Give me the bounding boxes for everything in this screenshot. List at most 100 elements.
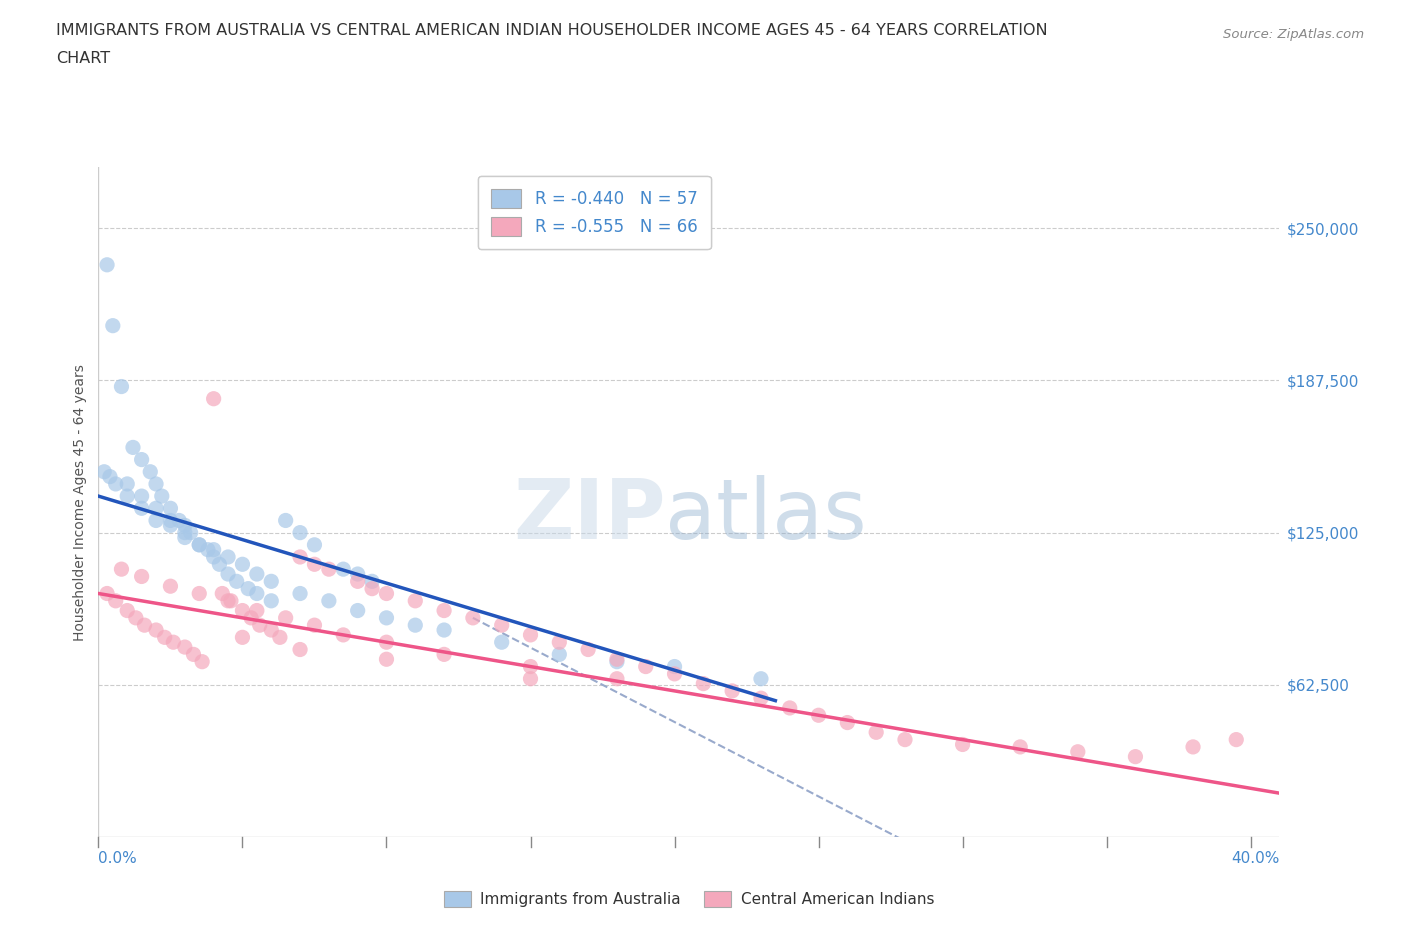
Point [231,630,253,644]
Point [491,618,513,632]
Point [260,593,283,608]
Point [606,671,628,686]
Point [246,566,269,581]
Point [93,464,115,479]
Point [375,652,398,667]
Point [260,574,283,589]
Point [246,604,269,618]
Text: IMMIGRANTS FROM AUSTRALIA VS CENTRAL AMERICAN INDIAN HOUSEHOLDER INCOME AGES 45 : IMMIGRANTS FROM AUSTRALIA VS CENTRAL AME… [56,23,1047,38]
Point [231,604,253,618]
Point [837,715,859,730]
Point [208,557,231,572]
Y-axis label: Householder Income Ages 45 - 64 years: Householder Income Ages 45 - 64 years [73,364,87,641]
Point [188,586,211,601]
Point [115,476,138,491]
Point [274,513,297,528]
Point [159,578,181,593]
Point [346,574,368,589]
Point [96,258,118,272]
Point [249,618,271,632]
Point [749,671,772,686]
Point [145,622,167,637]
Point [865,724,887,739]
Point [110,562,132,577]
Point [96,586,118,601]
Point [692,676,714,691]
Point [217,550,239,565]
Text: Source: ZipAtlas.com: Source: ZipAtlas.com [1223,28,1364,41]
Point [131,569,153,584]
Point [288,642,311,657]
Point [217,593,239,608]
Point [375,586,398,601]
Point [188,538,211,552]
Point [519,659,541,674]
Point [404,593,426,608]
Point [1067,744,1090,759]
Point [217,566,239,581]
Point [225,574,247,589]
Point [131,488,153,503]
Point [433,622,456,637]
Point [159,513,181,528]
Point [318,593,340,608]
Point [375,610,398,625]
Point [197,542,219,557]
Point [304,557,326,572]
Point [173,640,195,655]
Point [145,501,167,516]
Point [131,452,153,467]
Point [104,593,127,608]
Point [173,525,195,540]
Point [548,635,571,650]
Point [361,574,384,589]
Point [519,628,541,643]
Point [332,562,354,577]
Point [139,464,162,479]
Point [131,501,153,516]
Point [202,392,225,406]
Point [173,530,195,545]
Point [491,635,513,650]
Point [167,513,190,528]
Point [461,610,484,625]
Point [122,440,145,455]
Point [238,581,260,596]
Point [952,737,974,752]
Point [145,476,167,491]
Point [115,604,138,618]
Point [304,618,326,632]
Point [191,654,214,669]
Point [664,667,686,682]
Point [779,700,801,715]
Point [159,501,181,516]
Point [125,610,148,625]
Point [260,622,283,637]
Point [246,586,269,601]
Point [134,618,156,632]
Point [145,513,167,528]
Text: atlas: atlas [665,475,868,556]
Point [346,566,368,581]
Point [361,581,384,596]
Point [288,525,311,540]
Point [1225,732,1247,747]
Text: 40.0%: 40.0% [1232,851,1279,866]
Point [188,538,211,552]
Point [548,647,571,662]
Point [1125,750,1147,764]
Point [110,379,132,394]
Point [433,647,456,662]
Point [332,628,354,643]
Point [101,318,124,333]
Point [269,630,291,644]
Point [1010,739,1032,754]
Text: 0.0%: 0.0% [98,851,138,866]
Point [894,732,917,747]
Point [721,684,744,698]
Point [150,488,173,503]
Text: ZIP: ZIP [513,475,665,556]
Point [634,659,657,674]
Point [183,647,205,662]
Text: CHART: CHART [56,51,110,66]
